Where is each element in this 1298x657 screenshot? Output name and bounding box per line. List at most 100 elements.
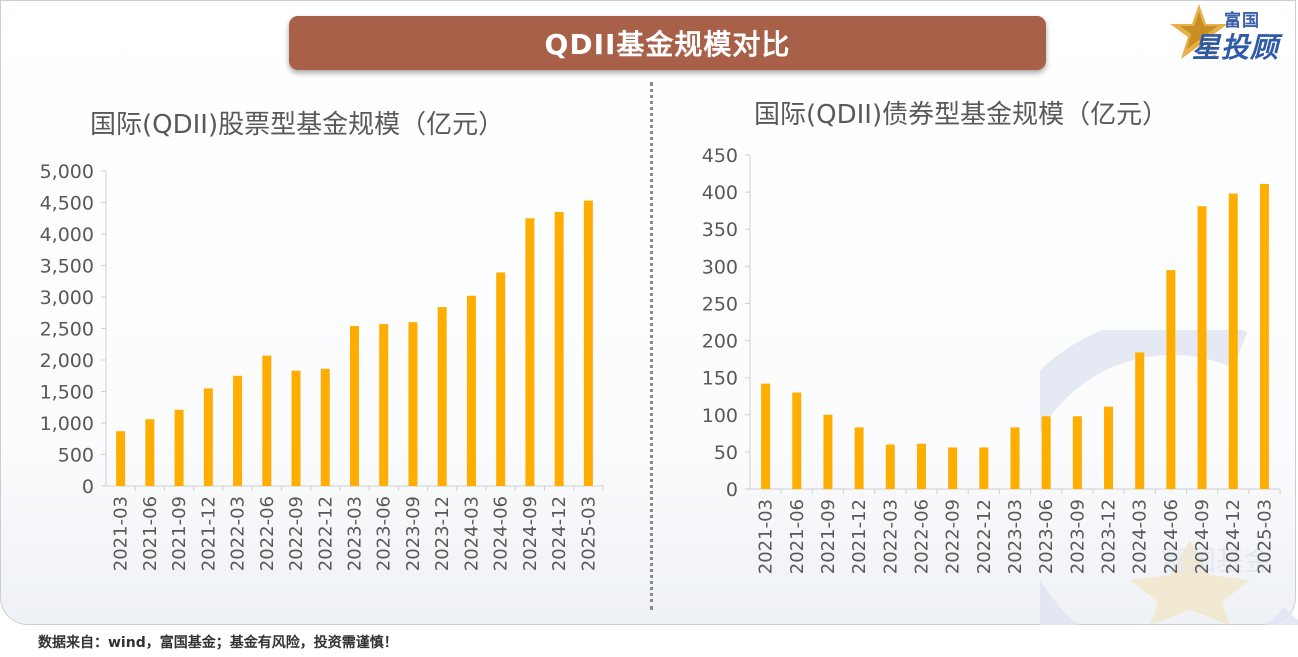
- x-tick-label: 2021-12: [849, 499, 870, 574]
- x-tick-label: 2021-03: [756, 499, 777, 574]
- y-tick-label: 2,000: [40, 350, 94, 372]
- x-tick-label: 2024-06: [1161, 499, 1182, 574]
- y-tick-label: 4,000: [40, 224, 94, 246]
- bar: [203, 388, 213, 486]
- x-tick-label: 2023-06: [374, 496, 395, 571]
- y-tick-label: 200: [702, 331, 738, 353]
- bar: [466, 295, 476, 486]
- x-tick-label: 2021-12: [198, 496, 219, 571]
- bar: [1197, 206, 1207, 490]
- x-tick-label: 2024-09: [1192, 499, 1213, 574]
- x-tick-label: 2021-06: [140, 496, 161, 571]
- bar: [554, 211, 564, 486]
- x-tick-label: 2022-09: [943, 499, 964, 574]
- source-note: 数据来自：wind，富国基金；基金有风险，投资需谨慎！: [38, 635, 398, 651]
- bar: [1228, 193, 1238, 489]
- bar: [291, 370, 301, 486]
- x-tick-label: 2024-03: [1130, 499, 1151, 574]
- bar: [320, 368, 330, 486]
- bar: [979, 447, 989, 489]
- bar: [116, 431, 126, 486]
- x-tick-label: 2022-06: [257, 496, 278, 571]
- bond-fund-chart: 国际(QDII)债券型基金规模（亿元） 0 50 100 150 200 250 300 350…: [702, 100, 1281, 574]
- bar: [885, 444, 895, 489]
- x-tick-label: 2021-03: [111, 496, 132, 571]
- bar: [761, 383, 771, 489]
- y-tick-label: 3,500: [40, 256, 94, 278]
- x-tick-label: 2024-03: [461, 496, 482, 571]
- y-tick-label: 400: [702, 182, 738, 204]
- x-tick-label: 2023-06: [1036, 499, 1057, 574]
- x-tick-label: 2024-12: [549, 496, 570, 571]
- bar: [823, 414, 833, 489]
- y-tick-label: 3,000: [40, 287, 94, 309]
- x-tick-label: 2025-03: [578, 496, 599, 571]
- bar: [1072, 416, 1082, 489]
- x-tick-label: 2023-09: [403, 496, 424, 571]
- y-tick-label: 5,000: [40, 161, 94, 183]
- x-tick-label: 2022-03: [880, 499, 901, 574]
- bar: [262, 355, 272, 486]
- y-tick-label: 300: [702, 256, 738, 278]
- x-tick-label: 2024-09: [520, 496, 541, 571]
- brand-name-main: 星投顾: [1192, 31, 1280, 64]
- bar: [1104, 406, 1114, 489]
- y-tick-label: 1,000: [40, 413, 94, 435]
- bar: [233, 375, 243, 486]
- y-tick-label: 500: [58, 445, 94, 467]
- bar: [1041, 416, 1051, 489]
- bar: [496, 272, 506, 486]
- x-tick-label: 2023-03: [345, 496, 366, 571]
- star-icon: [1170, 4, 1228, 59]
- x-tick-label: 2022-06: [911, 499, 932, 574]
- chart-title: 国际(QDII)债券型基金规模（亿元）: [754, 100, 1168, 130]
- bar: [948, 447, 958, 489]
- bar: [792, 392, 802, 489]
- bar: [854, 427, 864, 489]
- y-tick-label: 2,500: [40, 319, 94, 341]
- x-tick-label: 2022-12: [974, 499, 995, 574]
- bar: [408, 322, 418, 486]
- bar: [1010, 427, 1020, 489]
- bar: [916, 443, 926, 489]
- x-tick-label: 2021-06: [787, 499, 808, 574]
- brand-logo: 富国 星投顾: [1168, 2, 1296, 64]
- x-tick-label: 2021-09: [169, 496, 190, 571]
- y-tick-label: 250: [702, 293, 738, 315]
- bar: [1135, 352, 1145, 489]
- chart-divider: [650, 82, 653, 610]
- y-tick-label: 100: [702, 405, 738, 427]
- x-tick-label: 2023-03: [1005, 499, 1026, 574]
- brand-name-top: 富国: [1224, 11, 1260, 31]
- x-tick-label: 2022-03: [228, 496, 249, 571]
- y-tick-label: 150: [702, 368, 738, 390]
- x-tick-label: 2023-12: [1099, 499, 1120, 574]
- page-title: QDII基金规模对比: [289, 16, 1046, 70]
- y-tick-label: 50: [714, 442, 738, 464]
- x-tick-label: 2022-12: [315, 496, 336, 571]
- x-tick-label: 2021-09: [818, 499, 839, 574]
- chart-title: 国际(QDII)股票型基金规模（亿元）: [90, 110, 504, 140]
- x-tick-label: 2024-12: [1223, 499, 1244, 574]
- bar: [350, 325, 359, 486]
- bar: [525, 218, 535, 486]
- y-tick-label: 350: [702, 219, 738, 241]
- stock-fund-chart: 国际(QDII)股票型基金规模（亿元） 0 500 1,000 1,500 2,000 2,…: [40, 110, 604, 571]
- bar: [437, 307, 447, 486]
- y-tick-label: 450: [702, 145, 738, 167]
- y-tick-label: 0: [726, 479, 738, 501]
- x-tick-label: 2024-06: [491, 496, 512, 571]
- bar: [145, 419, 155, 486]
- y-tick-label: 1,500: [40, 382, 94, 404]
- y-tick-label: 4,500: [40, 193, 94, 215]
- bar: [583, 200, 593, 487]
- bar: [174, 409, 184, 486]
- bar: [379, 324, 389, 486]
- bar: [1166, 270, 1176, 489]
- x-tick-label: 2023-12: [432, 496, 453, 571]
- bar: [1259, 183, 1269, 490]
- y-tick-label: 0: [82, 476, 94, 498]
- x-tick-label: 2022-09: [286, 496, 307, 571]
- x-tick-label: 2025-03: [1254, 499, 1275, 574]
- x-tick-label: 2023-09: [1067, 499, 1088, 574]
